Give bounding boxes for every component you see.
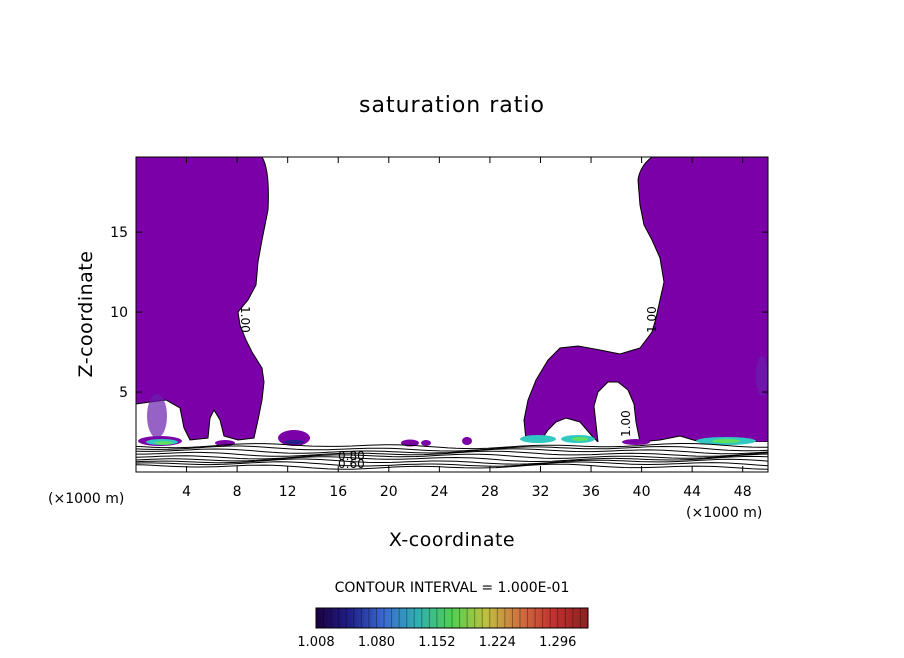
contour-line — [136, 445, 768, 452]
colorbar-label: 1.008 — [297, 635, 334, 650]
surface-cell — [572, 437, 588, 441]
colorbar — [315, 607, 589, 629]
contour-line — [136, 463, 768, 470]
surface-cell — [155, 441, 173, 445]
y-axis-ticks: 5 10 15 — [110, 225, 768, 401]
surface-cell — [284, 440, 304, 444]
surface-cells — [138, 356, 768, 447]
x-tick-label: 8 — [233, 484, 242, 500]
x-tick-label: 24 — [430, 484, 448, 500]
contour-line — [136, 461, 768, 467]
plot-area — [136, 157, 768, 472]
contour-label: 1.00 — [619, 410, 633, 437]
x-tick-label: 44 — [683, 484, 701, 500]
colorbar-label: 1.224 — [479, 635, 516, 650]
contour-label: 0.60 — [338, 457, 365, 471]
y-tick-label: 15 — [110, 225, 128, 241]
plot-frame — [135, 156, 769, 473]
contour-label: 1.00 — [238, 306, 252, 333]
surface-cell — [462, 437, 472, 445]
x-tick-label: 28 — [481, 484, 499, 500]
surface-cell — [421, 440, 431, 446]
supersaturated-region-left — [136, 157, 269, 441]
contour-interval: CONTOUR INTERVAL = 1.000E-01 — [335, 580, 570, 596]
contour-line — [136, 455, 768, 463]
colorbar-label: 1.152 — [418, 635, 455, 650]
shade-patch — [147, 394, 167, 438]
contour-line — [136, 443, 768, 450]
contour-line — [136, 450, 768, 457]
colorbar-label: 1.296 — [539, 635, 576, 650]
x-axis-ticks: 4 8 12 16 20 24 28 32 36 40 44 48 — [182, 157, 752, 500]
contour-labels: 1.00 1.00 1.00 0.80 0.60 — [238, 306, 659, 471]
x-tick-label: 16 — [329, 484, 347, 500]
contour-line — [136, 458, 768, 465]
x-axis-label: X-coordinate — [389, 529, 515, 551]
chart-title: saturation ratio — [359, 93, 545, 118]
x-tick-label: 48 — [734, 484, 752, 500]
contour-line — [136, 453, 768, 460]
subsaturated-contours — [136, 443, 768, 470]
contour-line — [136, 448, 768, 455]
x-tick-label: 4 — [182, 484, 191, 500]
colorbar-stripes — [323, 608, 581, 628]
x-unit-right: (×1000 m) — [686, 505, 762, 521]
x-tick-label: 12 — [279, 484, 297, 500]
surface-cell — [520, 435, 556, 443]
contour-label: 0.80 — [338, 449, 365, 463]
y-axis-label: Z-coordinate — [75, 251, 97, 378]
contour-label: 1.00 — [645, 306, 659, 333]
x-tick-label: 20 — [380, 484, 398, 500]
y-tick-label: 5 — [119, 385, 128, 401]
surface-cell — [622, 439, 650, 445]
supersaturated-region-right — [523, 157, 768, 444]
surface-cell — [712, 439, 740, 443]
x-unit-left: (×1000 m) — [48, 491, 124, 507]
y-tick-label: 10 — [110, 305, 128, 321]
x-tick-label: 32 — [532, 484, 550, 500]
x-tick-label: 40 — [633, 484, 651, 500]
colorbar-label: 1.080 — [358, 635, 395, 650]
colorbar-labels: 1.008 1.080 1.152 1.224 1.296 — [297, 635, 576, 650]
shade-patch — [756, 356, 768, 396]
x-tick-label: 36 — [582, 484, 600, 500]
